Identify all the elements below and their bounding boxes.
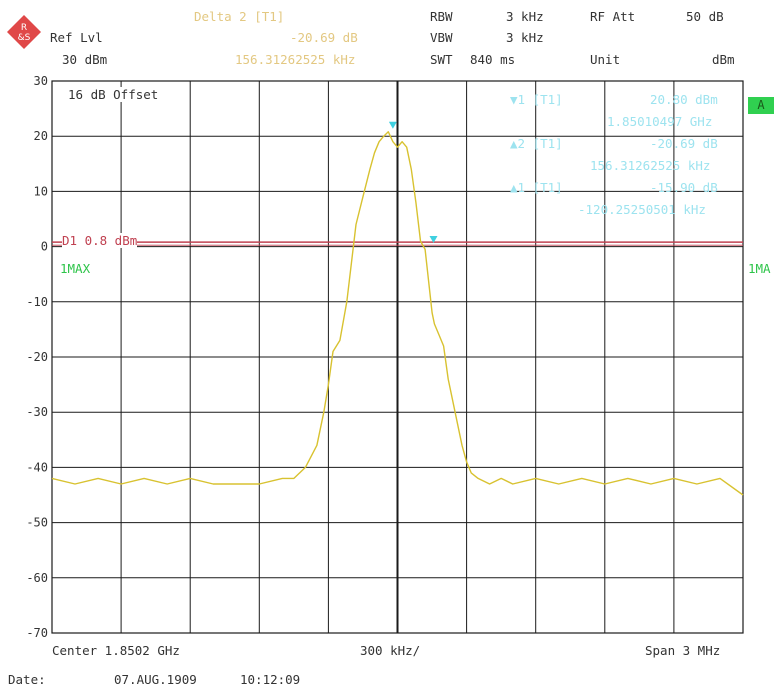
marker-3-freq: -120.25250501 kHz <box>578 202 706 217</box>
per-division: 300 kHz/ <box>360 643 421 658</box>
unit-label: Unit <box>590 52 621 67</box>
y-tick-label: -40 <box>26 460 48 474</box>
delta-marker-freq: 156.31262525 kHz <box>235 52 356 67</box>
rbw-value: 3 kHz <box>506 9 544 24</box>
delta-marker-level: -20.69 dB <box>290 30 358 45</box>
marker-1-label: ▼1 [T1] <box>510 92 563 107</box>
display-line-label: D1 0.8 dBm <box>62 233 138 248</box>
rf-att-label: RF Att <box>590 9 636 24</box>
marker-2-label: ▲2 [T1] <box>510 136 563 151</box>
y-tick-label: -60 <box>26 571 48 585</box>
span-value: Span 3 MHz <box>645 643 721 658</box>
offset-label: 16 dB Offset <box>68 87 159 102</box>
marker-3-level: -15.90 dB <box>650 180 718 195</box>
y-tick-label: 30 <box>34 74 48 88</box>
trace-line <box>51 131 744 496</box>
y-tick-label: 10 <box>34 184 48 198</box>
marker-1 <box>388 121 397 129</box>
marker-3-label: ▲1 [T1] <box>510 180 563 195</box>
rf-att-value: 50 dB <box>686 9 724 24</box>
marker-1-level: 20.80 dBm <box>650 92 718 107</box>
swt-label: SWT <box>430 52 453 67</box>
y-tick-label: 0 <box>41 240 48 254</box>
trace-label-right: 1MA <box>748 261 771 276</box>
rbw-label: RBW <box>430 9 453 24</box>
svg-text:R: R <box>21 23 27 33</box>
marker-2 <box>429 235 438 243</box>
trace-label-left: 1MAX <box>60 261 91 276</box>
marker-2-level: -20.69 dB <box>650 136 718 151</box>
svg-text:&S: &S <box>18 33 31 43</box>
y-tick-label: -30 <box>26 405 48 419</box>
time-value: 10:12:09 <box>240 672 301 687</box>
swt-value: 840 ms <box>470 52 516 67</box>
y-tick-label: -20 <box>26 350 48 364</box>
center-frequency: Center 1.8502 GHz <box>52 643 180 658</box>
vbw-value: 3 kHz <box>506 30 544 45</box>
unit-value: dBm <box>712 52 735 67</box>
marker-2-freq: 156.31262525 kHz <box>590 158 711 173</box>
y-tick-label: -10 <box>26 295 48 309</box>
rohde-schwarz-logo: R &S <box>7 15 41 49</box>
y-tick-label: 20 <box>34 129 48 143</box>
vbw-label: VBW <box>430 30 453 45</box>
trace-a-badge: A <box>748 97 774 114</box>
delta-marker-label: Delta 2 [T1] <box>194 9 285 24</box>
date-label: Date: <box>8 672 46 687</box>
ref-lvl-value: 30 dBm <box>62 52 108 67</box>
y-tick-label: -50 <box>26 516 48 530</box>
ref-lvl-label: Ref Lvl <box>50 30 103 45</box>
y-tick-label: -70 <box>26 626 48 640</box>
marker-1-freq: 1.85010497 GHz <box>607 114 713 129</box>
date-value: 07.AUG.1909 <box>114 672 197 687</box>
